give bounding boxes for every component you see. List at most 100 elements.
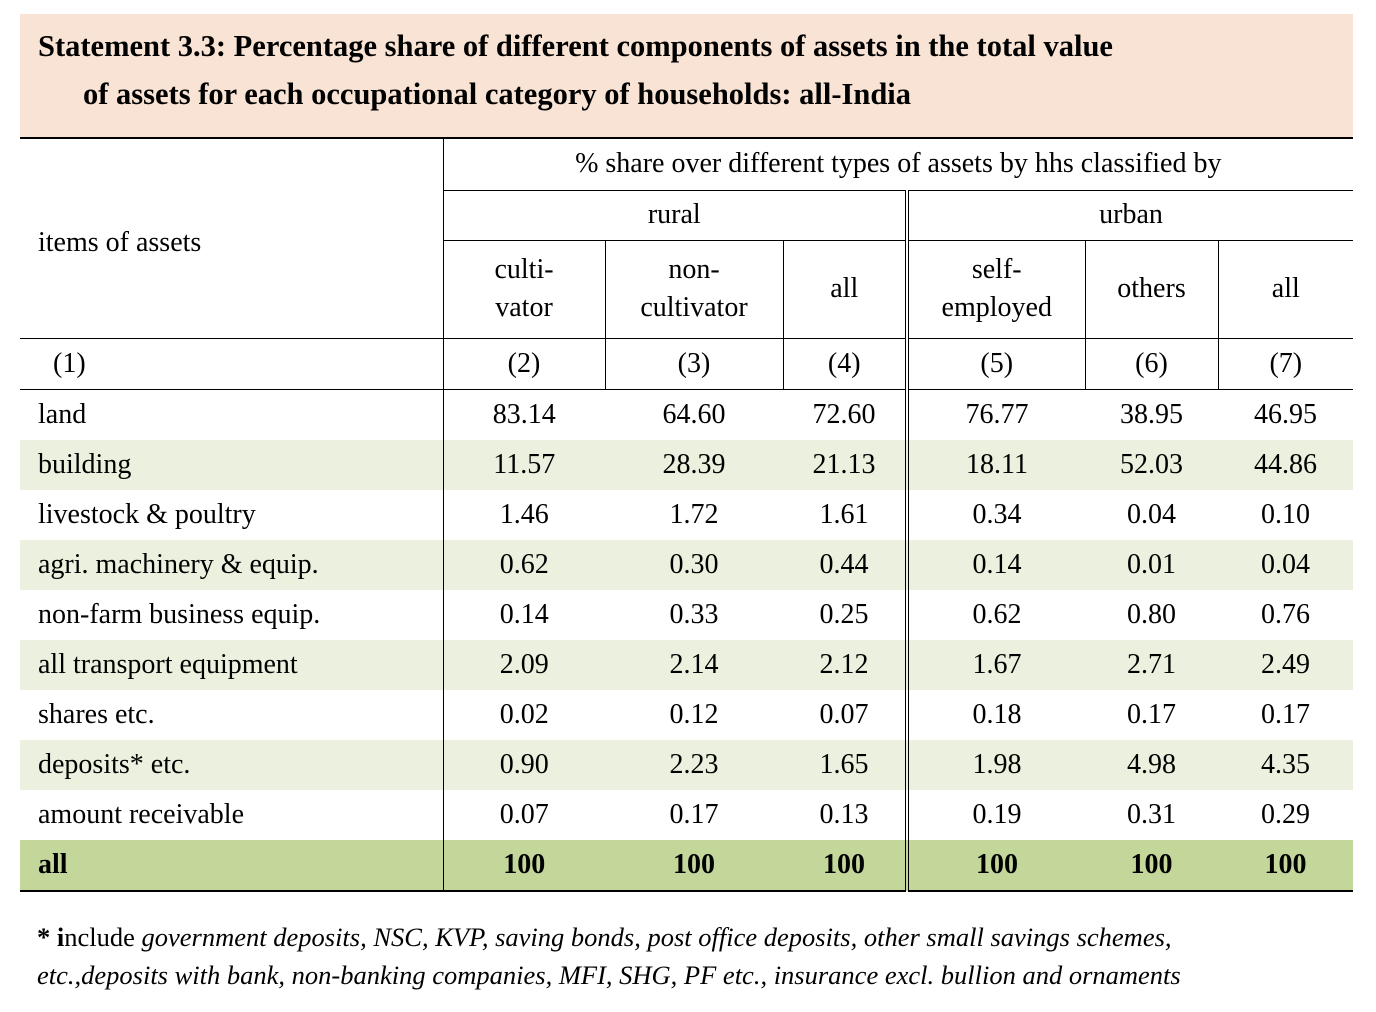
statement-title: Statement 3.3: Percentage share of diffe…: [20, 14, 1353, 138]
table-cell: 0.62: [442, 539, 605, 590]
table-cell: 0.10: [1261, 498, 1311, 530]
table-cell: 2.49: [1218, 639, 1354, 690]
col-number-5: (5): [905, 338, 1085, 390]
table-cell: 72.60: [812, 398, 876, 430]
table-cell: 18.11: [905, 439, 1085, 490]
table-cell: 0.04: [1127, 498, 1176, 530]
table-row: agri. machinery & equip. 0.62 0.30 0.44 …: [20, 539, 1354, 590]
table-cell: 0.04: [1218, 539, 1354, 590]
col-header-others: others: [1084, 240, 1218, 339]
table-row: land 83.14 64.60 72.60 76.77 38.95 46.95: [20, 389, 1353, 440]
row-label: shares etc.: [38, 698, 155, 730]
table-cell: 2.12: [783, 639, 907, 690]
table-cell: 44.86: [1218, 439, 1354, 490]
col-number-4: (4): [782, 338, 907, 390]
table-cell: 0.07: [819, 698, 869, 730]
row-label: amount receivable: [38, 798, 245, 830]
table-cell: 0.02: [442, 689, 605, 740]
row-label: all transport equipment: [20, 639, 443, 690]
table-row: amount receivable 0.07 0.17 0.13 0.19 0.…: [20, 789, 1353, 840]
table-cell: 21.13: [783, 439, 907, 490]
table-cell: 0.17: [669, 798, 719, 830]
row-label: building: [20, 439, 443, 490]
table-cell: 4.98: [1085, 739, 1218, 790]
col-number-3: (3): [604, 338, 783, 390]
footnote-line-2: etc.,deposits with bank, non-banking com…: [37, 960, 1181, 990]
table-cell: 83.14: [442, 389, 605, 440]
col-number-2: (2): [442, 338, 605, 390]
table-cell: 0.18: [905, 689, 1085, 740]
table-row: deposits* etc. 0.90 2.23 1.65 1.98 4.98 …: [20, 739, 1354, 790]
row-label: agri. machinery & equip.: [20, 539, 443, 590]
title-line-2: of assets for each occupational category…: [83, 77, 912, 111]
table-cell: 0.14: [905, 539, 1085, 590]
table-cell: 1.72: [669, 498, 719, 530]
table-row: non-farm business equip. 0.14 0.33 0.25 …: [20, 589, 1353, 640]
col-number-7: (7): [1217, 338, 1354, 390]
table-cell: 11.57: [442, 439, 605, 490]
items-of-assets-header: items of assets: [20, 137, 443, 339]
rural-header: rural: [442, 190, 907, 241]
table-cell: 28.39: [605, 439, 783, 490]
table-cell: 100: [783, 839, 907, 892]
table-cell: 64.60: [662, 398, 726, 430]
share-span-header: % share over different types of assets b…: [442, 137, 1354, 191]
col-header-self-employed: self-employed: [905, 240, 1085, 339]
row-label: deposits* etc.: [20, 739, 443, 790]
row-label: livestock & poultry: [38, 498, 256, 530]
footnote-include: nclude: [64, 922, 142, 952]
table-cell: 1.98: [905, 739, 1085, 790]
table-cell: 0.29: [1261, 798, 1311, 830]
table-cell: 1.65: [783, 739, 907, 790]
table-cell: 0.34: [905, 489, 1085, 540]
table-cell: 2.71: [1085, 639, 1218, 690]
assets-share-table: items of assets % share over different t…: [20, 137, 1354, 892]
table-cell: 76.77: [905, 389, 1085, 440]
table-cell: 1.46: [442, 489, 605, 540]
table-cell: 2.09: [442, 639, 605, 690]
table-cell: 2.14: [605, 639, 783, 690]
table-cell: 0.13: [819, 798, 869, 830]
col-header-rural-all: all: [782, 240, 907, 339]
table-cell: 0.31: [1127, 798, 1176, 830]
table-cell: 0.17: [1127, 698, 1176, 730]
table-row: all transport equipment 2.09 2.14 2.12 1…: [20, 639, 1354, 690]
table-row: building 11.57 28.39 21.13 18.11 52.03 4…: [20, 439, 1354, 490]
table-cell: 0.62: [905, 589, 1085, 640]
table-cell: 52.03: [1085, 439, 1218, 490]
table-cell: 100: [905, 839, 1085, 892]
col-header-non-cultivator: non-cultivator: [604, 240, 783, 339]
row-label: all: [20, 839, 443, 892]
table-cell: 0.07: [442, 789, 605, 840]
col-header-cultivator: culti-vator: [442, 240, 605, 339]
table-cell: 0.19: [905, 789, 1085, 840]
col-number-6: (6): [1084, 338, 1218, 390]
table-cell: 0.44: [783, 539, 907, 590]
table-cell: 100: [1085, 839, 1218, 892]
table-cell: 0.90: [442, 739, 605, 790]
table-cell: 0.30: [605, 539, 783, 590]
footnote-line-1: government deposits, NSC, KVP, saving bo…: [141, 922, 1172, 952]
table-cell: 0.76: [1261, 598, 1311, 630]
table-row: shares etc. 0.02 0.12 0.07 0.18 0.17 0.1…: [20, 689, 1353, 740]
table-cell: 0.33: [669, 598, 719, 630]
col-number-1: (1): [20, 338, 443, 390]
urban-header: urban: [904, 190, 1354, 241]
table-cell: 1.67: [905, 639, 1085, 690]
table-cell: 0.01: [1085, 539, 1218, 590]
table-cell: 38.95: [1120, 398, 1183, 430]
table-row: livestock & poultry 1.46 1.72 1.61 0.34 …: [20, 489, 1353, 540]
col-header-urban-all: all: [1217, 240, 1354, 339]
table-cell: 100: [605, 839, 783, 892]
table-cell: 100: [1218, 839, 1354, 892]
row-label: land: [38, 398, 87, 430]
table-cell: 0.12: [669, 698, 719, 730]
table-cell: 46.95: [1254, 398, 1318, 430]
footnote-marker: * i: [37, 922, 65, 952]
table-cell: 1.61: [819, 498, 869, 530]
table-cell: 100: [442, 839, 605, 892]
table-cell: 0.14: [442, 589, 605, 640]
title-line-1: Statement 3.3: Percentage share of diffe…: [38, 29, 1113, 63]
table-cell: 0.17: [1261, 698, 1311, 730]
